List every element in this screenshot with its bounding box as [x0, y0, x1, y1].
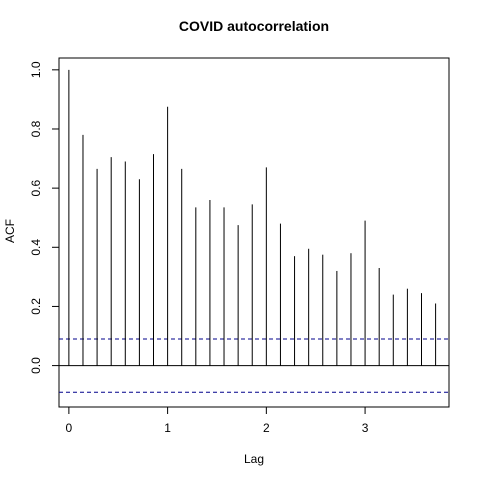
y-tick-label: 0.6 — [29, 179, 43, 196]
chart-title: COVID autocorrelation — [179, 18, 329, 34]
x-tick-label: 1 — [164, 421, 171, 435]
y-tick-label: 0.0 — [29, 357, 43, 374]
x-tick-label: 0 — [66, 421, 73, 435]
plot-frame — [58, 57, 450, 408]
x-tick-label: 3 — [362, 421, 369, 435]
y-axis-label: ACF — [3, 219, 17, 243]
y-tick-label: 1.0 — [29, 61, 43, 78]
y-tick-label: 0.2 — [29, 298, 43, 315]
x-axis-label: Lag — [244, 452, 264, 466]
x-tick-label: 2 — [263, 421, 270, 435]
y-tick-label: 0.8 — [29, 120, 43, 137]
y-tick-label: 0.4 — [29, 239, 43, 256]
plot-area: 0 1 2 3 0.0 0.2 0.4 0.6 0.8 1.0 — [29, 57, 450, 435]
